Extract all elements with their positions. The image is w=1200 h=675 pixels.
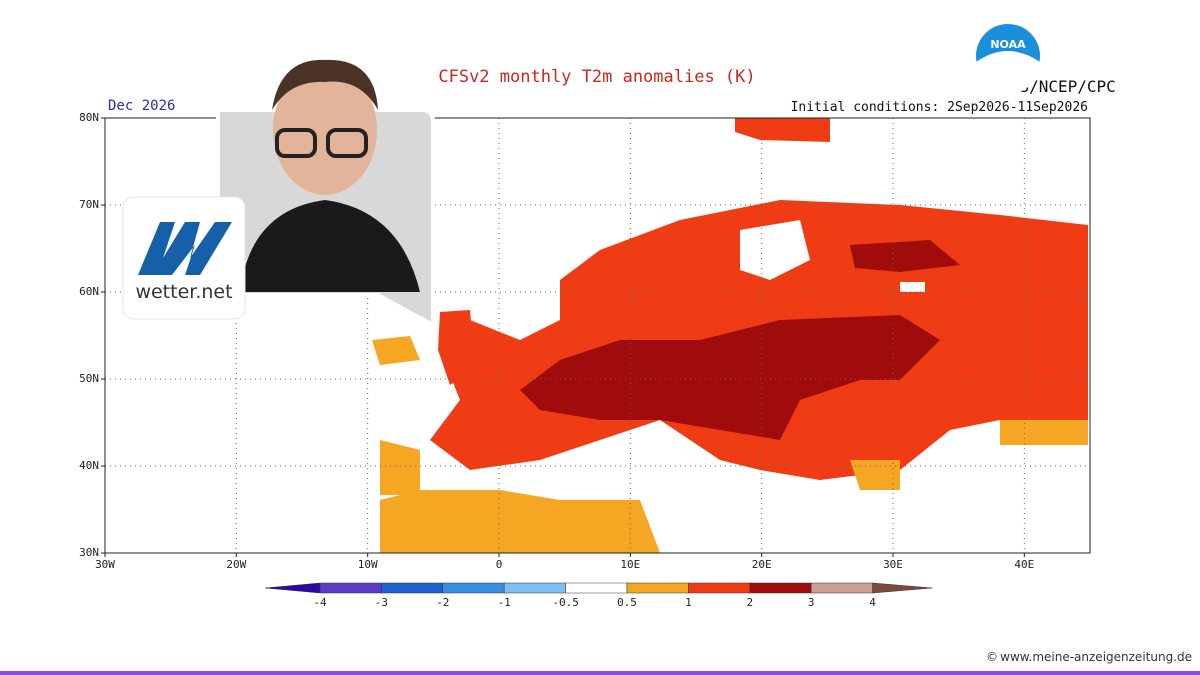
legend-arrow-low — [264, 582, 321, 594]
person-face — [273, 65, 377, 195]
initial-conditions: Initial conditions: 2Sep2026-11Sep2026 — [791, 100, 1088, 115]
lon-label: 20W — [226, 558, 246, 571]
lat-label: 70N — [79, 198, 99, 211]
anomaly-05-1 — [372, 336, 420, 365]
anomaly-1-2 — [438, 310, 475, 385]
legend-swatch — [442, 582, 505, 594]
anomaly-05-1 — [1000, 420, 1088, 445]
legend-tick-label: 2 — [746, 596, 753, 609]
legend-swatch — [749, 582, 812, 594]
legend-swatch — [810, 582, 873, 594]
lon-label: 30E — [883, 558, 903, 571]
glasses — [275, 128, 317, 158]
legend-tick-label: -1 — [498, 596, 511, 609]
legend-swatch — [381, 582, 444, 594]
lat-label: 40N — [79, 459, 99, 472]
legend-tick-label: 4 — [869, 596, 876, 609]
map-frame — [104, 117, 1091, 554]
legend-swatch — [688, 582, 751, 594]
legend-tick-label: -2 — [436, 596, 449, 609]
lat-label: 80N — [79, 111, 99, 124]
legend-tick-label: 1 — [685, 596, 692, 609]
brand-name: wetter.net — [135, 281, 232, 303]
no-anomaly — [740, 220, 810, 280]
watermark: www.meine-anzeigenzeitung.de — [1000, 650, 1192, 664]
lat-label: 60N — [79, 285, 99, 298]
lon-label: 40E — [1014, 558, 1034, 571]
anomaly-fields — [372, 118, 1088, 553]
legend-tick-label: -0.5 — [552, 596, 579, 609]
legend-arrow-high — [872, 582, 933, 594]
legend-swatch — [626, 582, 689, 594]
legend-tick-label: 3 — [808, 596, 815, 609]
lon-label: 0 — [496, 558, 503, 571]
lon-label: 10W — [358, 558, 378, 571]
person-hair — [272, 59, 378, 110]
logo-text: NOAA — [990, 38, 1026, 51]
legend: -4 -3 -2 -1 -0.5 0.5 1 2 3 4 — [264, 582, 933, 609]
legend-tick-label: -3 — [375, 596, 388, 609]
anomaly-05-1 — [850, 460, 900, 490]
legend-swatch — [319, 582, 382, 594]
legend-swatch — [503, 582, 566, 594]
person-body — [240, 200, 420, 292]
anomaly-05-1 — [380, 490, 660, 553]
map-grid: 30N 40N 50N 60N 70N 80N 30W 20W 10W 0 10E 20E 30E 40E — [79, 111, 1090, 571]
map-title: CFSv2 monthly T2m anomalies (K) — [438, 67, 755, 87]
anomaly-2-3 — [850, 240, 960, 272]
logo-wave — [976, 51, 1040, 94]
anomaly-2-3 — [520, 315, 940, 440]
anomaly-1-2 — [735, 118, 830, 142]
lon-label: 30W — [95, 558, 115, 571]
no-anomaly — [900, 282, 925, 292]
legend-tick-label: 0.5 — [617, 596, 637, 609]
lat-label: 30N — [79, 546, 99, 559]
lat-label: 50N — [79, 372, 99, 385]
lon-label: 10E — [620, 558, 640, 571]
legend-tick-label: -4 — [313, 596, 327, 609]
presenter-card: wetter.net — [122, 59, 435, 329]
period: Dec 2026 — [108, 98, 175, 114]
legend-swatch — [565, 582, 628, 594]
noaa-logo: NOAA — [976, 24, 1040, 94]
copyright-icon: © — [986, 650, 998, 664]
glasses — [326, 128, 368, 158]
lon-label: 20E — [752, 558, 772, 571]
brand-mark — [138, 222, 232, 275]
bottom-stripe — [0, 671, 1200, 675]
anomaly-05-1 — [380, 440, 420, 495]
